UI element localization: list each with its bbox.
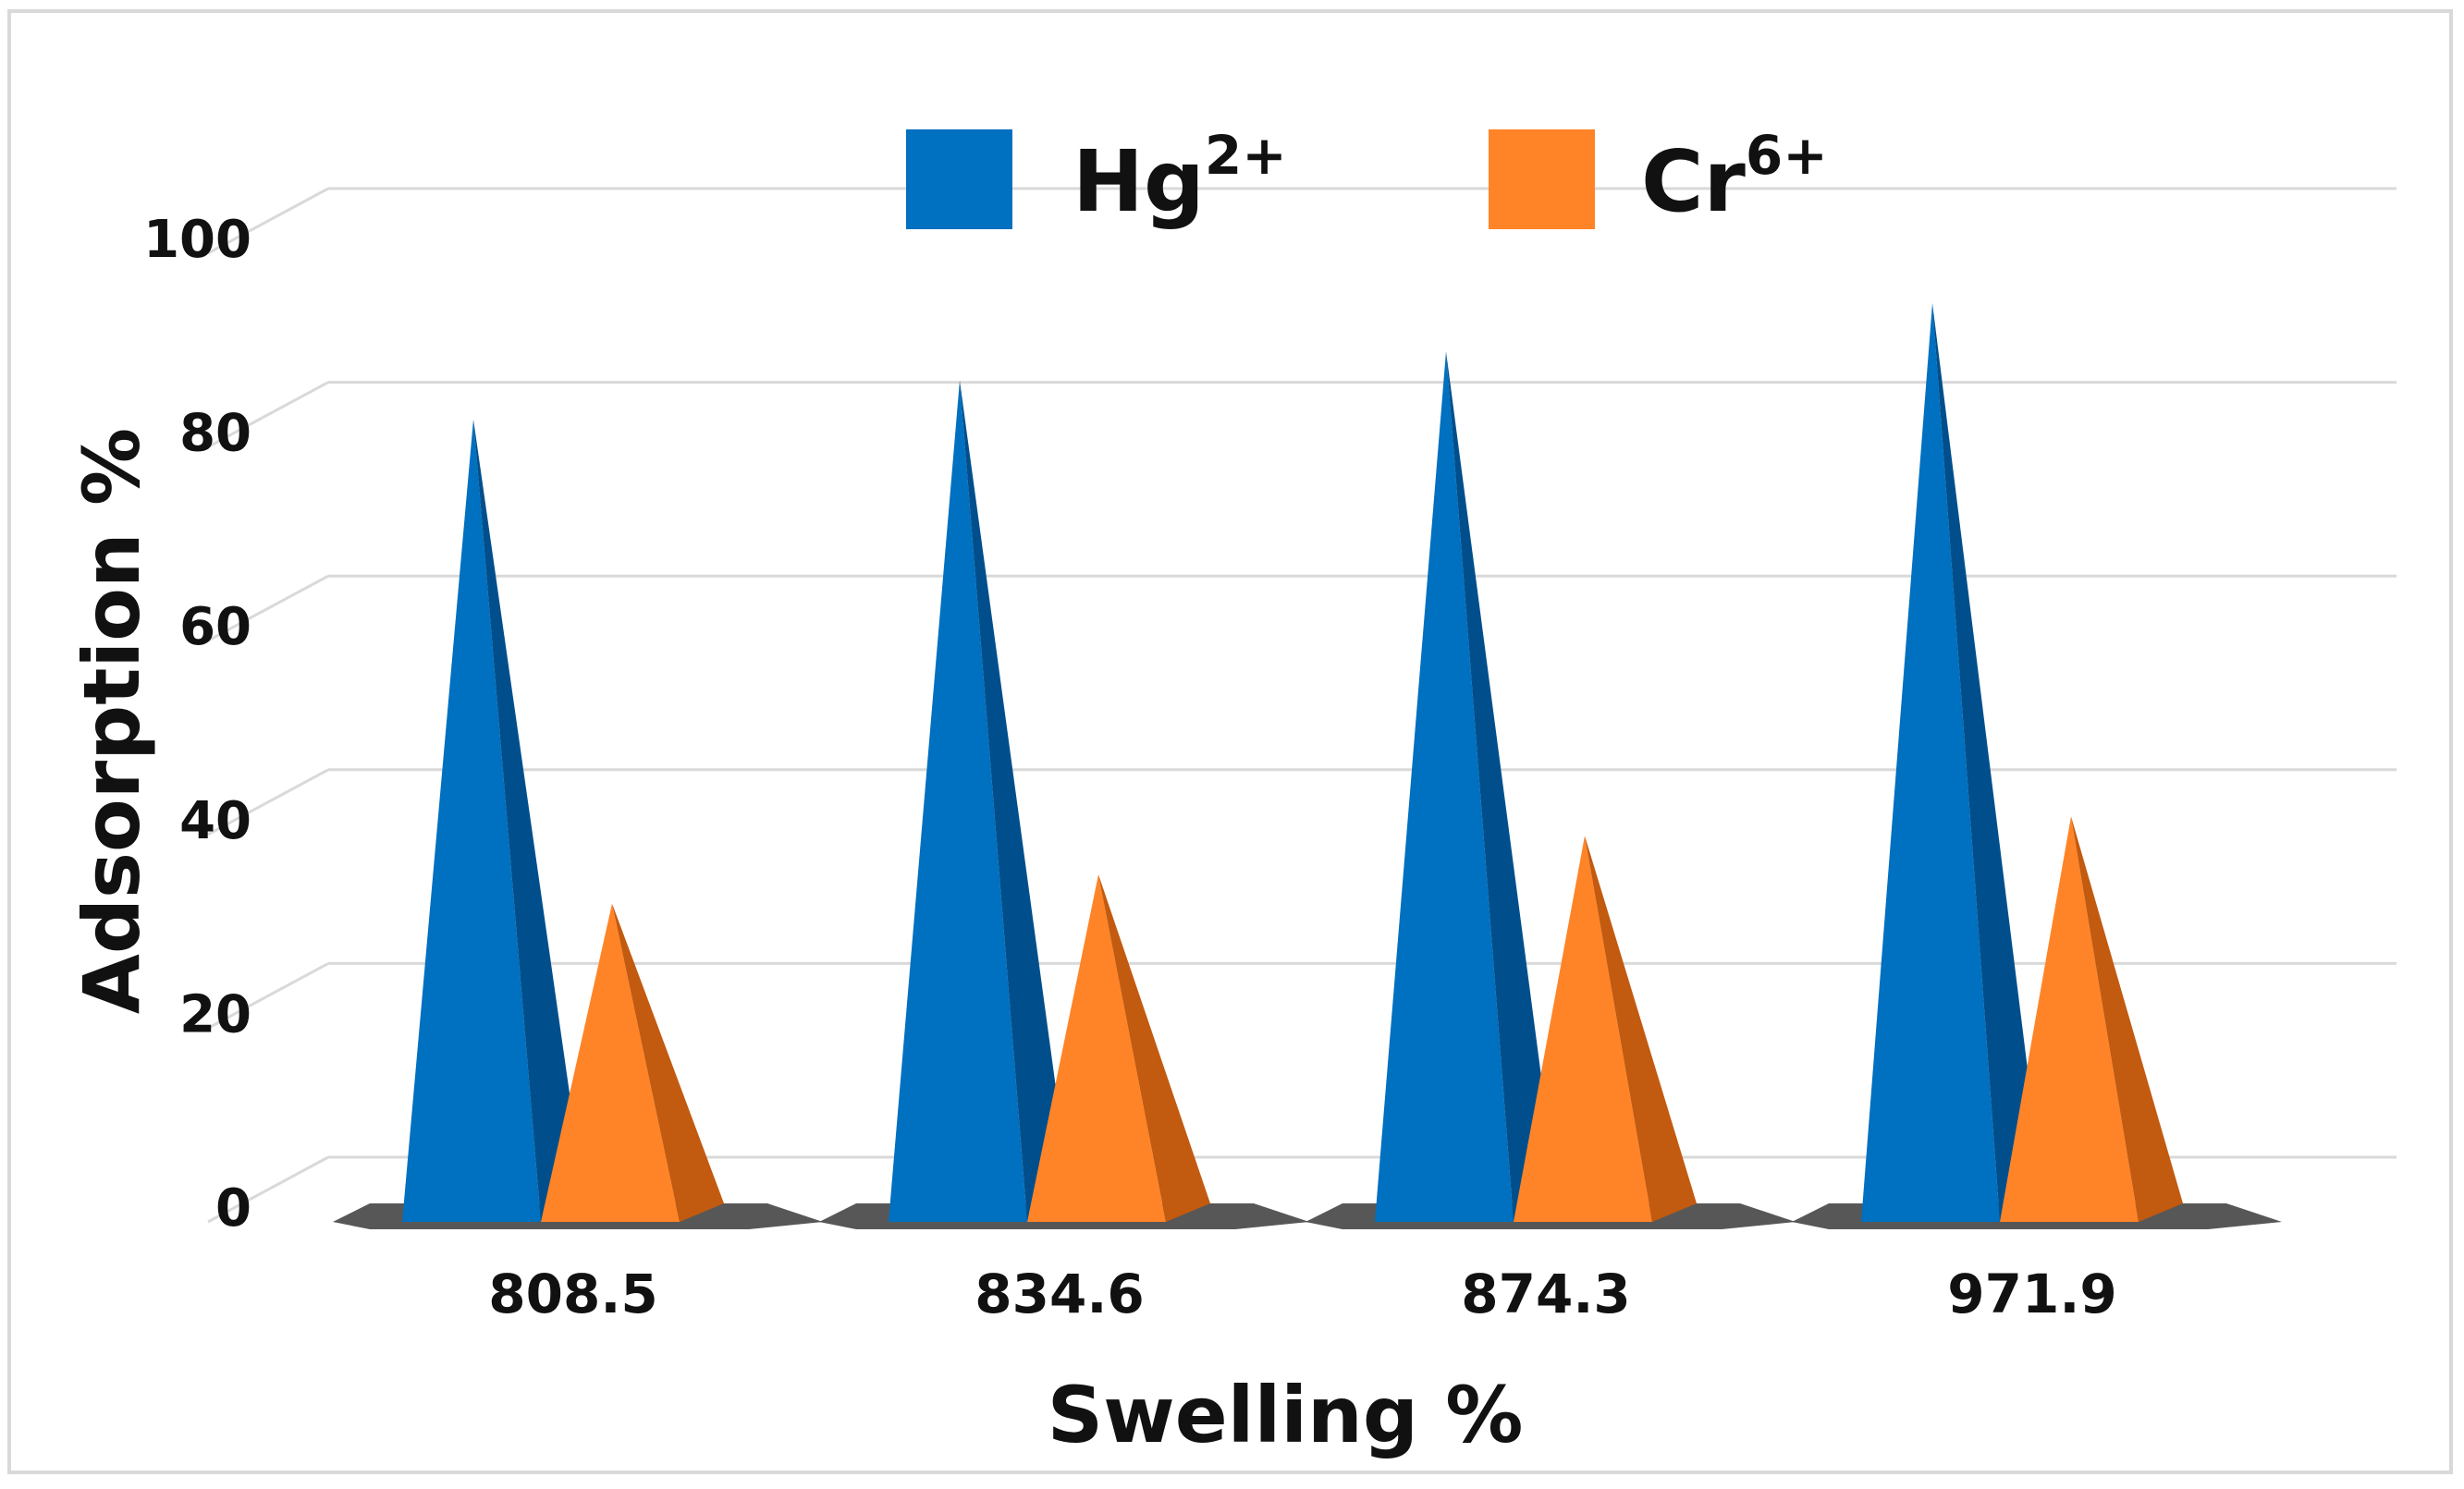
gridline-side bbox=[207, 187, 329, 255]
gridline-side bbox=[207, 381, 329, 448]
pyramid-front-hg bbox=[1861, 302, 2000, 1223]
gridline-side bbox=[207, 768, 329, 836]
legend: Hg2+ Cr6+ bbox=[906, 124, 1828, 231]
y-tick-label: 80 bbox=[179, 404, 251, 464]
y-tick-label: 60 bbox=[179, 597, 251, 657]
pyramid-side-hg bbox=[960, 380, 1072, 1222]
chart-frame bbox=[7, 9, 2453, 1474]
pyramid-front-hg bbox=[1375, 351, 1514, 1222]
legend-swatch-cr bbox=[1489, 129, 1595, 229]
pyramid-front-cr bbox=[2000, 816, 2139, 1222]
y-tick-label: 0 bbox=[215, 1178, 251, 1239]
pyramid-side-cr bbox=[1098, 874, 1210, 1222]
gridline-side bbox=[207, 574, 329, 642]
y-tick-label: 100 bbox=[143, 210, 251, 270]
x-axis-categories: 808.5 834.6 874.3 971.9 bbox=[488, 1263, 2116, 1325]
pyramid-side-cr bbox=[2071, 816, 2183, 1222]
chart-marks bbox=[333, 302, 2282, 1229]
x-tick-label: 971.9 bbox=[1947, 1263, 2116, 1325]
pyramid-side-cr bbox=[612, 903, 724, 1222]
legend-label-cr: Cr6+ bbox=[1641, 124, 1828, 231]
pyramid-side-hg bbox=[1446, 351, 1558, 1222]
pyramid-front-cr bbox=[541, 903, 680, 1222]
pyramid-front-hg bbox=[402, 419, 541, 1223]
pyramid-front-cr bbox=[1027, 874, 1166, 1222]
gridline-side bbox=[207, 962, 329, 1030]
pyramid-side-hg bbox=[473, 419, 585, 1223]
x-tick-label: 834.6 bbox=[975, 1263, 1144, 1325]
legend-label-hg: Hg2+ bbox=[1073, 124, 1287, 231]
pyramid-front-cr bbox=[1514, 836, 1652, 1222]
pyramid-side-cr bbox=[1585, 836, 1697, 1222]
y-tick-label: 20 bbox=[179, 984, 251, 1044]
x-axis-title: Swelling % bbox=[1048, 1370, 1524, 1460]
y-axis-title: Adsorption % bbox=[67, 428, 157, 1014]
y-axis-ticks: 0 20 40 60 80 100 bbox=[143, 210, 251, 1239]
pyramid-side-hg bbox=[1932, 302, 2044, 1223]
y-tick-label: 40 bbox=[179, 791, 251, 851]
x-tick-label: 808.5 bbox=[488, 1263, 657, 1325]
legend-swatch-hg bbox=[906, 129, 1012, 229]
gridline-side bbox=[207, 1155, 329, 1224]
x-tick-label: 874.3 bbox=[1461, 1263, 1630, 1325]
pyramid-front-hg bbox=[889, 380, 1027, 1222]
